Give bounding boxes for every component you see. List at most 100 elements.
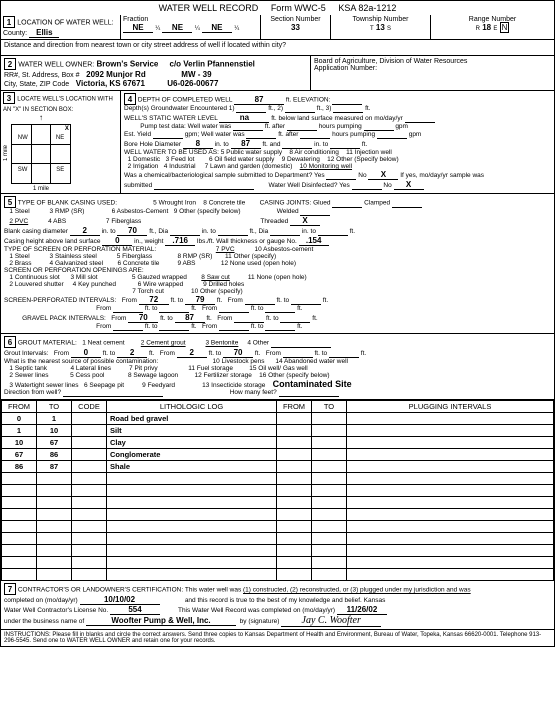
pump-label: Pump test data: — [140, 123, 186, 130]
section-5: 5 TYPE OF BLANK CASING USED: 5 Wrought I… — [1, 194, 554, 334]
section-box: NW NE SW SE X — [11, 124, 71, 184]
chem-label: Was a chemical/bacteriological sample su… — [124, 172, 325, 179]
perf-label: SCREEN-PERFORATED INTERVALS: — [4, 297, 116, 304]
nw-label: NW — [18, 135, 28, 141]
owner-co: c/o Verlin Pfannenstiel — [170, 60, 255, 69]
bus-label: under the business name of — [4, 618, 84, 625]
grav-label: GRAVEL PACK INTERVALS: — [22, 315, 106, 322]
screen-header: TYPE OF SCREEN OR PERFORATION MATERIAL: — [4, 246, 156, 253]
section-6: 6 GROUT MATERIAL: 1 Neat cement 2 Cement… — [1, 334, 554, 400]
ft-elev: ft. ELEVATION: — [286, 97, 331, 104]
section-7: 7 CONTRACTOR'S OR LANDOWNER'S CERTIFICAT… — [1, 581, 554, 630]
gi-to2: 70 — [223, 348, 253, 358]
section-3-number: 3 — [3, 92, 15, 104]
county-value: Ellis — [29, 28, 59, 38]
location-header: LOCATION OF WATER WELL: — [17, 20, 113, 27]
perf-from: 72 — [139, 295, 169, 305]
blank-label: Blank casing diameter — [4, 228, 68, 235]
section-3-4-row: 3 LOCATE WELL'S LOCATION WITH AN "X" IN … — [1, 91, 554, 194]
owner-name: Brown's Service — [96, 60, 158, 69]
range-label: Range Number — [433, 16, 552, 23]
section-5-number: 5 — [4, 196, 16, 208]
log-code-header: CODE — [72, 401, 107, 413]
log-row: 1067 Clay — [2, 437, 554, 449]
open-header: SCREEN OR PERFORATION OPENINGS ARE: — [4, 267, 144, 274]
gw-label: Depth(s) Groundwater Encountered — [124, 105, 227, 112]
gi-to: 2 — [117, 348, 147, 358]
north-arrow: ↑ — [9, 113, 73, 122]
form-header: WATER WELL RECORD Form WWC-5 KSA 82a-121… — [1, 1, 554, 15]
use-label: WELL WATER TO BE USED AS: — [124, 149, 219, 156]
gauge-value: .154 — [299, 236, 329, 246]
fraction-2: NE — [162, 23, 192, 33]
log-lith-header: LITHOLOGIC LOG — [107, 401, 277, 413]
owner-city: Victoria, KS 67671 — [76, 79, 145, 88]
log-row: 6786 Conglomerate — [2, 449, 554, 461]
static-suffix: ft. below land surface measured on mo/da… — [271, 115, 403, 122]
log-plug-header: PLUGGING INTERVALS — [347, 401, 554, 413]
form-title: WATER WELL RECORD — [159, 3, 259, 13]
cert-label: CONTRACTOR'S OR LANDOWNER'S CERTIFICATIO… — [18, 587, 241, 594]
ne-label: NE — [56, 135, 64, 141]
lic-value: 554 — [110, 605, 160, 615]
log-row — [2, 533, 554, 545]
bus-name: Woofter Pump & Well, Inc. — [86, 616, 236, 626]
section-7-number: 7 — [4, 583, 16, 595]
gi-from: 0 — [71, 348, 101, 358]
log-row — [2, 569, 554, 581]
appnum-label: Application Number: — [314, 65, 551, 72]
log-from2-header: FROM — [277, 401, 312, 413]
feet-label: How many feet? — [230, 389, 277, 396]
rec-date: 11/26/02 — [337, 605, 387, 615]
depth-value: 87 — [234, 95, 284, 105]
bore-ft: 87 — [231, 139, 261, 149]
grout-header: GROUT MATERIAL: — [18, 340, 77, 347]
section-4-number: 4 — [124, 93, 136, 105]
dir-label: Direction from well? — [4, 389, 61, 396]
by-label: by (signature) — [240, 618, 280, 625]
height-label: Casing height above land surface — [4, 238, 100, 245]
fraction-3: NE — [202, 23, 232, 33]
log-row — [2, 485, 554, 497]
static-label: WELL'S STATIC WATER LEVEL — [124, 115, 218, 122]
mile-label-h: 1 mile — [9, 186, 73, 192]
est-label: Est. Yield — [124, 131, 151, 138]
log-to2-header: TO — [312, 401, 347, 413]
owner-mw: MW - 39 — [181, 70, 211, 79]
township-value: 13 — [376, 23, 385, 32]
section-value: 33 — [291, 23, 300, 32]
chem-x: X — [368, 170, 398, 180]
owner-app: U6-026-00677 — [167, 79, 218, 88]
log-row: 8687 Shale — [2, 461, 554, 473]
signature: Jay C. Woofter — [281, 615, 381, 627]
contam-value: Contaminated Site — [273, 379, 352, 389]
log-row — [2, 509, 554, 521]
fraction-1: NE — [123, 23, 153, 33]
log-row — [2, 473, 554, 485]
joints-label: CASING JOINTS: Glued — [260, 200, 331, 207]
distance-label: Distance and direction from nearest town… — [1, 40, 554, 56]
log-row — [2, 521, 554, 533]
range-value: 18 — [482, 23, 491, 32]
casing-header: TYPE OF BLANK CASING USED: — [18, 200, 117, 207]
log-from-header: FROM — [2, 401, 37, 413]
comp-date: 10/10/02 — [80, 595, 160, 605]
form-ksa: KSA 82a-1212 — [338, 3, 396, 13]
form-number: Form WWC-5 — [271, 3, 326, 13]
bore-dia: 8 — [183, 139, 213, 149]
threaded-x: X — [290, 216, 320, 226]
height-value: 0 — [102, 236, 132, 246]
lic-label: Water Well Contractor's License No. — [4, 607, 108, 614]
comp-label: completed on (mo/day/yr) — [4, 597, 78, 604]
sw-label: SW — [18, 167, 28, 173]
gi-label: Grout Intervals: — [4, 350, 48, 357]
board-label: Board of Agriculture, Division of Water … — [314, 58, 551, 65]
water-well-record-form: WATER WELL RECORD Form WWC-5 KSA 82a-121… — [0, 0, 555, 647]
lithologic-log-table: FROM TO CODE LITHOLOGIC LOG FROM TO PLUG… — [1, 400, 554, 581]
blank-dia: 2 — [70, 226, 100, 236]
se-label: SE — [56, 167, 64, 173]
grav-to: 87 — [175, 313, 205, 323]
log-row: 110 Silt — [2, 425, 554, 437]
x-mark: X — [65, 126, 69, 132]
disinf-label: Water Well Disinfected? Yes — [268, 182, 349, 189]
